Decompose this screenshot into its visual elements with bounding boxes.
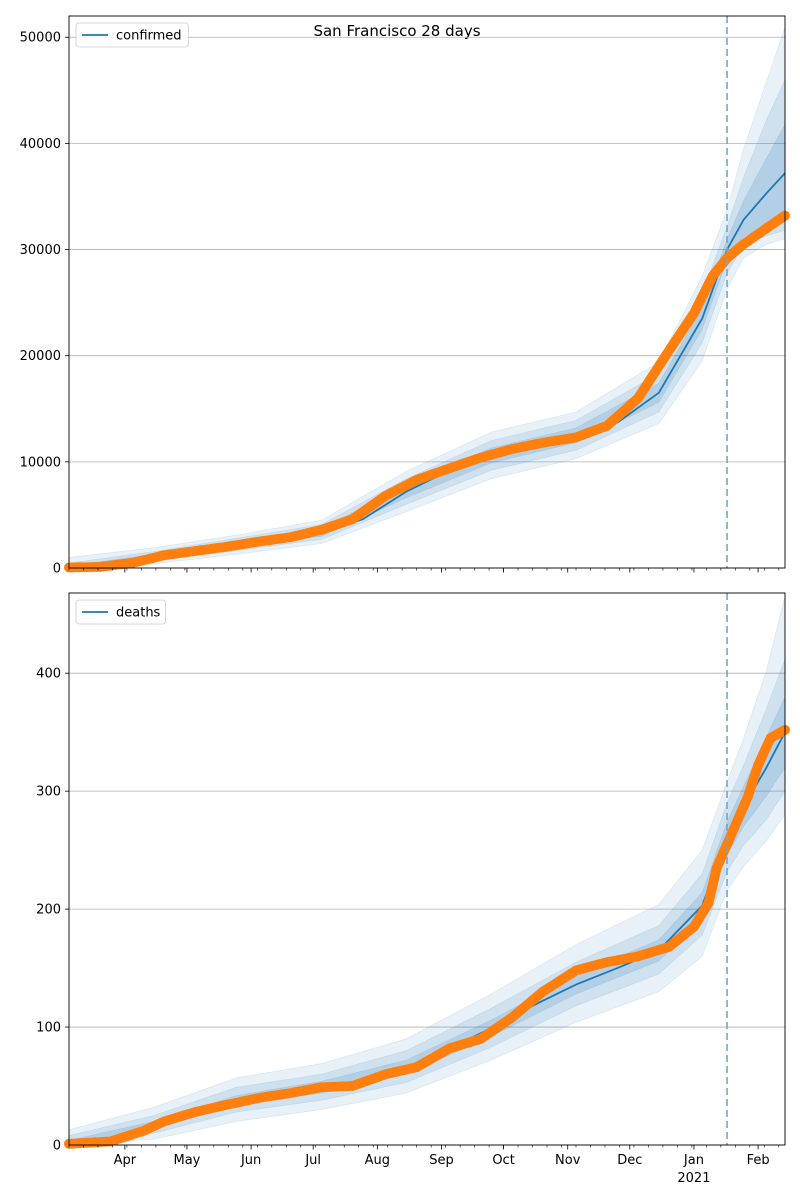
x-year-label: 2021 bbox=[677, 1171, 710, 1186]
legend: deaths bbox=[75, 599, 166, 625]
deaths-panel: 0 100 200 300 400 Apr May Jun Jul Aug Sep Oct Nov Dec… bbox=[36, 592, 790, 1186]
x-tick-label: May bbox=[174, 1153, 201, 1168]
y-tick-label: 0 bbox=[53, 562, 61, 577]
x-tick-label: Jan bbox=[683, 1153, 704, 1168]
figure-title: San Francisco 28 days bbox=[313, 22, 480, 40]
y-tick-label: 10000 bbox=[20, 455, 61, 470]
legend-label: deaths bbox=[116, 606, 161, 621]
y-tick-label: 50000 bbox=[20, 31, 61, 46]
x-tick-label: Jul bbox=[304, 1153, 321, 1168]
y-tick-label: 20000 bbox=[20, 349, 61, 364]
legend-label: confirmed bbox=[116, 29, 182, 44]
legend-box bbox=[75, 22, 189, 48]
x-tick-label: Nov bbox=[555, 1153, 581, 1168]
y-tick-label: 100 bbox=[36, 1021, 61, 1036]
y-tick-label: 400 bbox=[36, 667, 61, 682]
y-tick-label: 0 bbox=[53, 1139, 61, 1154]
x-tick-label: Oct bbox=[492, 1153, 514, 1168]
x-tick-label: Sep bbox=[429, 1153, 454, 1168]
x-tick-label: Jun bbox=[240, 1153, 261, 1168]
x-tick-label: Aug bbox=[365, 1153, 390, 1168]
y-tick-label: 200 bbox=[36, 903, 61, 918]
x-tick-label: Dec bbox=[617, 1153, 642, 1168]
plot-frame bbox=[68, 592, 786, 1146]
confidence-band-middle bbox=[68, 79, 786, 569]
y-tick-label: 30000 bbox=[20, 243, 61, 258]
legend-box bbox=[75, 599, 166, 625]
plot-frame bbox=[68, 15, 786, 569]
confirmed-panel: 0 10000 20000 30000 40000 50000 confirmed bbox=[20, 15, 790, 577]
x-tick-label: Apr bbox=[114, 1153, 137, 1168]
y-tick-label: 300 bbox=[36, 785, 61, 800]
x-tick-label: Feb bbox=[747, 1153, 770, 1168]
y-tick-label: 40000 bbox=[20, 137, 61, 152]
legend: confirmed bbox=[75, 22, 189, 48]
